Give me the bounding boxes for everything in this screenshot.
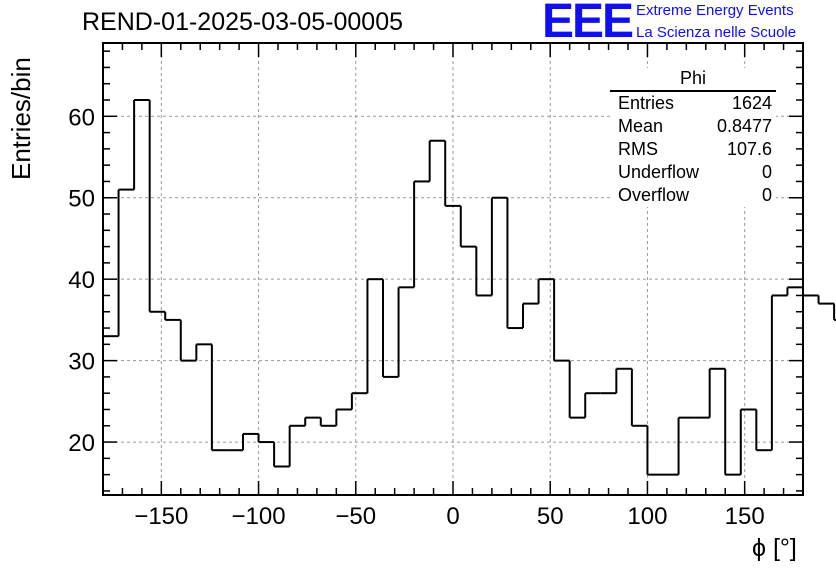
stats-label: Underflow <box>618 162 700 182</box>
x-tick-label: 0 <box>446 503 459 530</box>
stats-box-title: Phi <box>610 68 776 92</box>
stats-value: 0.8477 <box>716 116 772 136</box>
y-tick-label: 20 <box>68 430 95 457</box>
stats-label: Entries <box>618 93 675 113</box>
stats-row-underflow: Underflow 0 <box>610 161 776 184</box>
logo-subtitle-2: La Scienza nelle Scuole <box>636 24 797 41</box>
stats-row-overflow: Overflow 0 <box>610 184 776 207</box>
x-tick-label: 100 <box>627 503 667 530</box>
stats-row-rms: RMS 107.6 <box>610 138 776 161</box>
x-tick-label: −50 <box>335 503 376 530</box>
x-tick-label: 150 <box>725 503 765 530</box>
chart-title: REND-01-2025-03-05-00005 <box>82 8 404 36</box>
y-tick-label: 60 <box>68 104 95 131</box>
stats-value: 1624 <box>731 93 772 113</box>
y-tick-label: 40 <box>68 267 95 294</box>
y-tick-label: 30 <box>68 349 95 376</box>
stats-value: 0 <box>761 162 772 182</box>
x-axis-label: ϕ [°] <box>752 534 797 562</box>
x-tick-label: −100 <box>232 503 286 530</box>
stats-value: 0 <box>761 185 772 205</box>
stats-box: Phi Entries 1624 Mean 0.8477 RMS 107.6 U… <box>610 68 776 207</box>
eee-logo: EEE <box>542 0 634 48</box>
y-axis-label: Entries/bin <box>6 57 36 180</box>
x-tick-label: −150 <box>134 503 188 530</box>
stats-value: 107.6 <box>726 139 772 159</box>
stats-label: Overflow <box>618 185 690 205</box>
stats-label: RMS <box>618 139 658 159</box>
x-tick-label: 50 <box>537 503 564 530</box>
stats-row-mean: Mean 0.8477 <box>610 115 776 138</box>
y-tick-label: 50 <box>68 186 95 213</box>
stats-label: Mean <box>618 116 664 136</box>
logo-subtitle-1: Extreme Energy Events <box>636 2 794 19</box>
stats-row-entries: Entries 1624 <box>610 92 776 115</box>
